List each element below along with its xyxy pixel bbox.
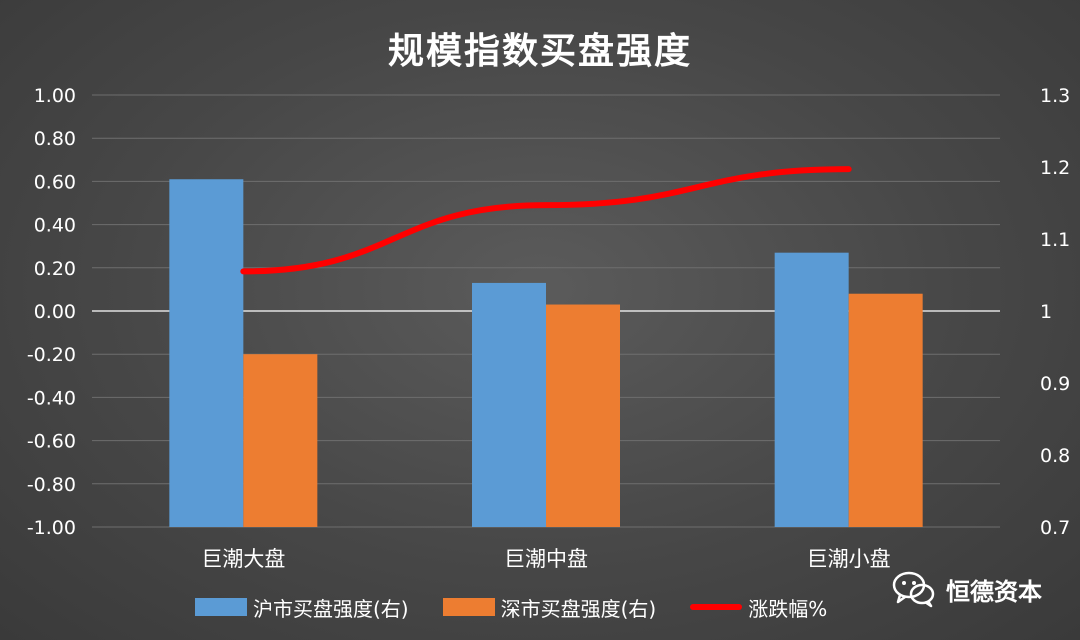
legend-swatch-sz xyxy=(442,598,495,616)
legend-swatch-change xyxy=(690,604,743,610)
watermark: 恒德资本 xyxy=(892,570,1042,608)
y2-tick-label: 1.2 xyxy=(1040,157,1070,179)
y-tick-label: -0.20 xyxy=(27,344,76,366)
legend-item-sz: 深市买盘强度(右) xyxy=(442,593,657,622)
bar-sh xyxy=(472,282,546,527)
chart-title: 规模指数买盘强度 xyxy=(387,31,692,72)
y-tick-label: -0.40 xyxy=(27,387,76,409)
y2-tick-label: 1.1 xyxy=(1040,229,1070,251)
x-tick-label: 巨潮中盘 xyxy=(504,547,588,571)
watermark-text: 恒德资本 xyxy=(946,577,1042,606)
y2-tick-label: 1.3 xyxy=(1040,85,1070,107)
bar-sz xyxy=(243,354,318,527)
y-tick-label: -1.00 xyxy=(27,517,76,539)
y-tick-label: 0.40 xyxy=(34,215,76,237)
y2-tick-label: 1 xyxy=(1040,301,1052,323)
y-tick-label: -0.60 xyxy=(27,431,76,453)
y-tick-label: -0.80 xyxy=(27,474,76,496)
bar-sz xyxy=(546,304,620,527)
y-tick-label: 0.00 xyxy=(34,301,76,323)
x-tick-label: 巨潮小盘 xyxy=(807,547,891,571)
bar-sz xyxy=(848,293,923,527)
legend-swatch-sh xyxy=(195,598,247,616)
line-change xyxy=(240,166,852,275)
y-tick-label: 0.80 xyxy=(34,128,76,150)
legend-item-sh: 沪市买盘强度(右) xyxy=(195,593,409,622)
legend-label-sz: 深市买盘强度(右) xyxy=(500,596,657,621)
y2-tick-label: 0.9 xyxy=(1040,373,1070,395)
line-series xyxy=(240,166,852,275)
legend: 沪市买盘强度(右) 深市买盘强度(右) 涨跌幅% xyxy=(195,592,827,622)
x-tick-label: 巨潮大盘 xyxy=(201,547,285,571)
bar-sh xyxy=(169,179,244,528)
y2-tick-label: 0.8 xyxy=(1040,445,1070,467)
y2-tick-label: 0.7 xyxy=(1040,517,1070,539)
y-tick-label: 1.00 xyxy=(34,85,76,107)
bar-sh xyxy=(774,252,849,527)
wechat-icon xyxy=(892,571,935,608)
legend-label-sh: 沪市买盘强度(右) xyxy=(253,596,409,621)
bars xyxy=(169,179,923,528)
legend-label-change: 涨跌幅% xyxy=(748,596,828,621)
legend-item-change: 涨跌幅% xyxy=(690,593,827,622)
y-tick-label: 0.60 xyxy=(34,171,76,193)
y-tick-label: 0.20 xyxy=(34,258,76,280)
axes: 1.00 0.80 0.60 0.40 0.20 0.00 -0.20 -0.40 -0.60 -… xyxy=(27,85,1070,571)
